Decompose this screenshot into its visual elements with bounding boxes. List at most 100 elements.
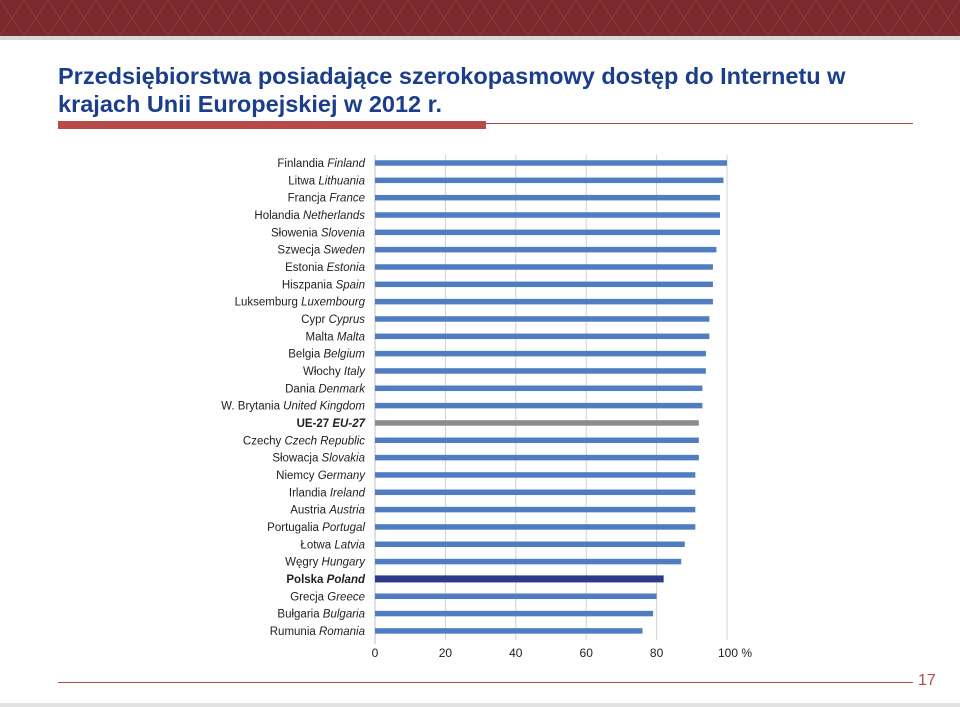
category-label-pl: UE-27 bbox=[297, 418, 333, 430]
category-label-pl: Szwecja bbox=[277, 245, 323, 257]
category-label-en: Netherlands bbox=[303, 210, 365, 222]
category-label-pl: Niemcy bbox=[276, 470, 318, 482]
bar-denmark bbox=[375, 385, 703, 392]
category-label-en: Lithuania bbox=[318, 175, 365, 187]
category-label-en: United Kingdom bbox=[283, 401, 365, 413]
category-label-pl: Polska bbox=[286, 574, 326, 586]
category-label-en: Hungary bbox=[322, 557, 367, 569]
category-label: W. Brytania United Kingdom bbox=[221, 401, 365, 413]
category-label: Portugalia Portugal bbox=[267, 522, 365, 534]
category-label: Włochy Italy bbox=[303, 366, 366, 378]
category-label-pl: W. Brytania bbox=[221, 401, 283, 413]
category-label-en: Sweden bbox=[323, 245, 365, 257]
category-label: Polska Poland bbox=[286, 574, 366, 586]
category-label: UE-27 EU-27 bbox=[297, 418, 366, 430]
category-label: Bułgaria Bulgaria bbox=[277, 609, 365, 621]
category-label-en: Slovenia bbox=[321, 227, 365, 239]
category-label-en: EU-27 bbox=[332, 418, 365, 430]
slide-title: Przedsiębiorstwa posiadające szerokopasm… bbox=[58, 63, 846, 117]
category-label-pl: Słowenia bbox=[271, 227, 321, 239]
bar-luxembourg bbox=[375, 298, 713, 305]
category-label-en: Poland bbox=[327, 574, 366, 586]
category-label-en: Germany bbox=[318, 470, 367, 482]
category-label: Estonia Estonia bbox=[285, 262, 365, 274]
category-label-pl: Estonia bbox=[285, 262, 327, 274]
category-label-pl: Belgia bbox=[288, 349, 323, 361]
category-label-en: Estonia bbox=[327, 262, 365, 274]
bar-austria bbox=[375, 506, 696, 513]
x-tick-label: 0 bbox=[372, 646, 379, 660]
x-tick-label: 80 bbox=[650, 646, 664, 660]
bar-hungary bbox=[375, 558, 682, 565]
category-label: Litwa Lithuania bbox=[288, 175, 365, 187]
category-label-pl: Francja bbox=[288, 193, 330, 205]
category-label-pl: Łotwa bbox=[300, 539, 334, 551]
category-label: Rumunia Romania bbox=[270, 626, 365, 638]
category-label-pl: Cypr bbox=[301, 314, 328, 326]
category-label: Dania Denmark bbox=[285, 383, 366, 395]
bar-netherlands bbox=[375, 212, 720, 218]
category-label-en: Bulgaria bbox=[323, 609, 365, 621]
header-divider bbox=[0, 36, 960, 40]
bar-malta bbox=[375, 333, 710, 340]
category-label-pl: Bułgaria bbox=[277, 609, 322, 621]
category-label-pl: Austria bbox=[290, 505, 329, 517]
category-label: Szwecja Sweden bbox=[277, 245, 365, 257]
bar-romania bbox=[375, 628, 643, 634]
category-label-pl: Holandia bbox=[254, 210, 303, 222]
category-label-pl: Dania bbox=[285, 383, 318, 395]
category-label: Słowenia Slovenia bbox=[271, 227, 365, 239]
bar-ireland bbox=[375, 489, 696, 496]
category-label-en: Belgium bbox=[323, 349, 365, 361]
title-accent-bar bbox=[58, 121, 486, 129]
bar-finland bbox=[375, 160, 727, 166]
category-label-pl: Hiszpania bbox=[282, 279, 336, 291]
bar-czech-republic bbox=[375, 437, 699, 444]
x-tick-label: 40 bbox=[509, 646, 523, 660]
category-label-en: France bbox=[329, 193, 365, 205]
category-label-en: Spain bbox=[336, 279, 365, 291]
category-label: Belgia Belgium bbox=[288, 349, 365, 361]
category-label-pl: Finlandia bbox=[277, 158, 327, 170]
category-label-pl: Malta bbox=[306, 331, 337, 343]
category-label: Cypr Cyprus bbox=[301, 314, 365, 326]
category-label-en: Ireland bbox=[330, 487, 366, 499]
bar-italy bbox=[375, 368, 706, 374]
category-label-en: Malta bbox=[337, 331, 365, 343]
category-label: Malta Malta bbox=[306, 331, 365, 343]
category-label: Luksemburg Luxembourg bbox=[235, 297, 366, 309]
category-label: Łotwa Latvia bbox=[300, 539, 365, 551]
page-number: 17 bbox=[918, 672, 936, 689]
category-label: Finlandia Finland bbox=[277, 158, 365, 170]
category-label-en: Portugal bbox=[322, 522, 365, 534]
x-tick-label: 60 bbox=[580, 646, 594, 660]
x-tick-label: 100 % bbox=[718, 646, 752, 660]
bar-united-kingdom bbox=[375, 402, 703, 409]
category-label: Słowacja Slovakia bbox=[272, 453, 365, 465]
category-label-pl: Czechy bbox=[243, 435, 285, 447]
category-label: Hiszpania Spain bbox=[282, 279, 365, 291]
category-label-en: Finland bbox=[327, 158, 365, 170]
category-label-pl: Portugalia bbox=[267, 522, 322, 534]
category-label-en: Greece bbox=[327, 591, 365, 603]
category-label-en: Slovakia bbox=[322, 453, 365, 465]
bar-greece bbox=[375, 593, 657, 599]
bar-slovakia bbox=[375, 454, 699, 461]
category-label-pl: Irlandia bbox=[289, 487, 330, 499]
x-tick-label: 20 bbox=[439, 646, 453, 660]
category-label-pl: Włochy bbox=[303, 366, 344, 378]
category-label-en: Romania bbox=[319, 626, 365, 638]
bar-cyprus bbox=[375, 316, 710, 322]
footer-line bbox=[58, 682, 913, 683]
bar-estonia bbox=[375, 264, 713, 270]
bar-latvia bbox=[375, 541, 685, 548]
bar-portugal bbox=[375, 524, 696, 530]
bar-lithuania bbox=[375, 177, 724, 184]
bar-slovenia bbox=[375, 229, 720, 236]
category-label: Grecja Greece bbox=[290, 591, 365, 603]
category-label: Czechy Czech Republic bbox=[243, 435, 365, 447]
bar-spain bbox=[375, 281, 713, 288]
category-label: Francja France bbox=[288, 193, 365, 205]
bar-germany bbox=[375, 472, 696, 478]
